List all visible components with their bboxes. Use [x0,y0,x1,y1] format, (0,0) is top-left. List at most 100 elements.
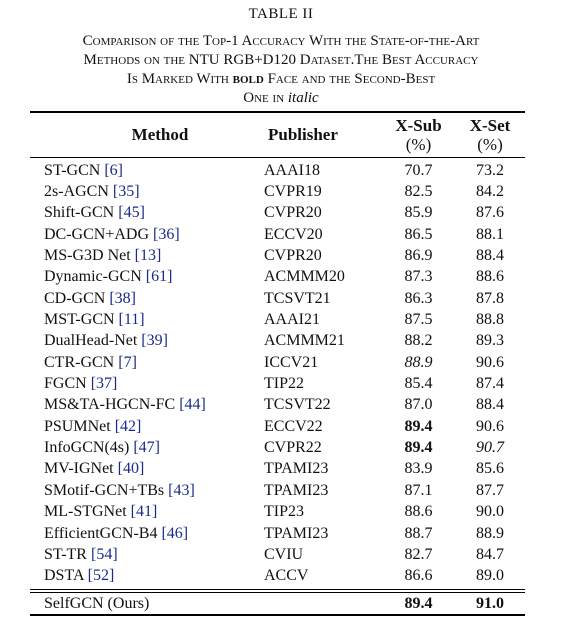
cell-method: PSUMNet [42] [30,418,260,436]
table-row: DC-GCN+ADG [36] ECCV20 86.5 88.1 [30,224,525,245]
cell-xsub: 88.9 [404,353,433,371]
cell-publisher: TPAMI23 [264,524,329,542]
cell-xsub: 86.5 [404,225,433,243]
citation-link[interactable]: [13] [134,247,162,265]
method-name: CD-GCN [44,289,106,307]
cell-method: MV-IGNet [40] [30,460,260,478]
cell-publisher: CVPR20 [264,204,322,222]
citation-link[interactable]: [7] [118,353,137,371]
citation-link[interactable]: [6] [104,161,123,179]
cell-method: ST-GCN [6] [30,162,260,180]
header-xsub: X-Sub (%) [382,113,455,157]
cell-method: DSTA [52] [30,567,260,585]
citation-link[interactable]: [42] [114,417,142,435]
cell-xset: 89.0 [476,567,504,585]
citation-link[interactable]: [41] [130,503,158,521]
citation-link[interactable]: [47] [133,439,160,457]
header-publisher: Publisher [268,125,338,144]
table-row: Shift-GCN [45] CVPR20 85.9 87.6 [30,203,525,224]
method-name: MS-G3D Net [44,247,131,265]
cell-publisher: ECCV22 [264,417,323,435]
cell-xset: 73.2 [476,161,504,179]
table-row: MV-IGNet [40] TPAMI23 83.9 85.6 [30,459,525,480]
cell-xset: 87.7 [476,481,504,499]
citation-link[interactable]: [40] [117,460,145,478]
cell-xsub: 82.7 [404,545,433,563]
method-name: ST-TR [44,545,87,563]
cell-xsub: 89.4 [404,417,433,435]
citation-link[interactable]: [54] [90,545,118,563]
comparison-table: Method Publisher X-Sub (%) X-Set (%) ST-… [30,111,525,617]
table-label: TABLE II [248,6,314,22]
table-row: 2s-AGCN [35] CVPR19 82.5 84.2 [30,181,525,202]
cell-publisher: CVIU [264,545,304,563]
cell-xsub: 87.0 [404,396,433,414]
cell-publisher: CVPR20 [264,247,322,265]
table-row: Dynamic-GCN [61] ACMMM20 87.3 88.6 [30,267,525,288]
cell-publisher: TIP22 [264,375,304,393]
header-xsub-unit: (%) [405,135,432,154]
cell-xsub: 88.6 [404,503,433,521]
cell-xsub: 87.5 [404,311,433,329]
header-method: Method [131,125,189,144]
method-name: SMotif-GCN+TBs [44,481,165,499]
table-row: PSUMNet [42] ECCV22 89.4 90.6 [30,416,525,437]
table-row-ours: SelfGCN (Ours) 89.4 91.0 [30,593,525,614]
header-xset-unit: (%) [477,135,503,154]
cell-xset: 90.7 [476,439,504,457]
cell-xset: 87.6 [476,204,504,222]
table-ours-rule [30,588,525,593]
cell-method: 2s-AGCN [35] [30,183,260,201]
cell-xsub: 86.3 [404,289,433,307]
table-row: EfficientGCN-B4 [46] TPAMI23 88.7 88.9 [30,523,525,544]
cell-xsub: 88.7 [404,524,433,542]
cell-xset: 88.1 [476,225,504,243]
citation-link[interactable]: [61] [145,268,173,286]
cell-method: MS&TA-HGCN-FC [44] [30,396,260,414]
method-name: InfoGCN(4s) [44,439,130,457]
citation-link[interactable]: [52] [87,567,115,585]
citation-link[interactable]: [45] [118,204,145,222]
cell-method: InfoGCN(4s) [47] [30,439,260,457]
cell-xset: 88.9 [476,524,504,542]
citation-link[interactable]: [11] [118,311,145,329]
cell-method: ST-TR [54] [30,546,260,564]
caption-line-3-a: Is Marked With [126,71,233,87]
table-header-row: Method Publisher X-Sub (%) X-Set (%) [30,113,525,157]
cell-method: CTR-GCN [7] [30,354,260,372]
cell-xset: 88.6 [476,268,504,286]
cell-xsub: 87.3 [404,268,433,286]
cell-publisher: ACCV [264,567,309,585]
citation-link[interactable]: [43] [168,481,195,499]
citation-link[interactable]: [35] [112,183,140,201]
citation-link[interactable]: [36] [153,225,180,243]
cell-xsub: 87.1 [404,481,433,499]
table-row: CD-GCN [38] TCSVT21 86.3 87.8 [30,288,525,309]
header-xset: X-Set (%) [455,113,525,157]
citation-link[interactable]: [44] [179,396,206,414]
citation-link[interactable]: [39] [141,332,168,350]
table-row: DualHead-Net [39] ACMMM21 88.2 89.3 [30,331,525,352]
method-name: DualHead-Net [44,332,138,350]
cell-xset: 87.4 [476,375,504,393]
citation-link[interactable]: [38] [109,289,136,307]
cell-xset: 85.6 [476,460,504,478]
citation-link[interactable]: [46] [161,524,189,542]
citation-link[interactable]: [37] [90,375,118,393]
cell-publisher: ICCV21 [264,353,319,371]
cell-method: DC-GCN+ADG [36] [30,226,260,244]
cell-method: ML-STGNet [41] [30,503,260,521]
cell-xset: 90.6 [476,353,504,371]
cell-xsub: 82.5 [404,183,433,201]
table-top-rule [30,111,525,113]
table-row: DSTA [52] ACCV 86.6 89.0 [30,566,525,587]
method-name: MS&TA-HGCN-FC [44,396,176,414]
table-caption: Comparison of the Top-1 Accuracy With th… [0,32,562,108]
cell-publisher: TCSVT21 [264,289,331,307]
method-name: DSTA [44,567,84,585]
cell-xset: 87.8 [476,289,504,307]
cell-xset: 89.3 [476,332,504,350]
caption-line-3: Is Marked With bold Face and the Second-… [0,70,562,89]
header-xset-label: X-Set [469,116,511,135]
cell-xsub: 86.6 [404,567,433,585]
